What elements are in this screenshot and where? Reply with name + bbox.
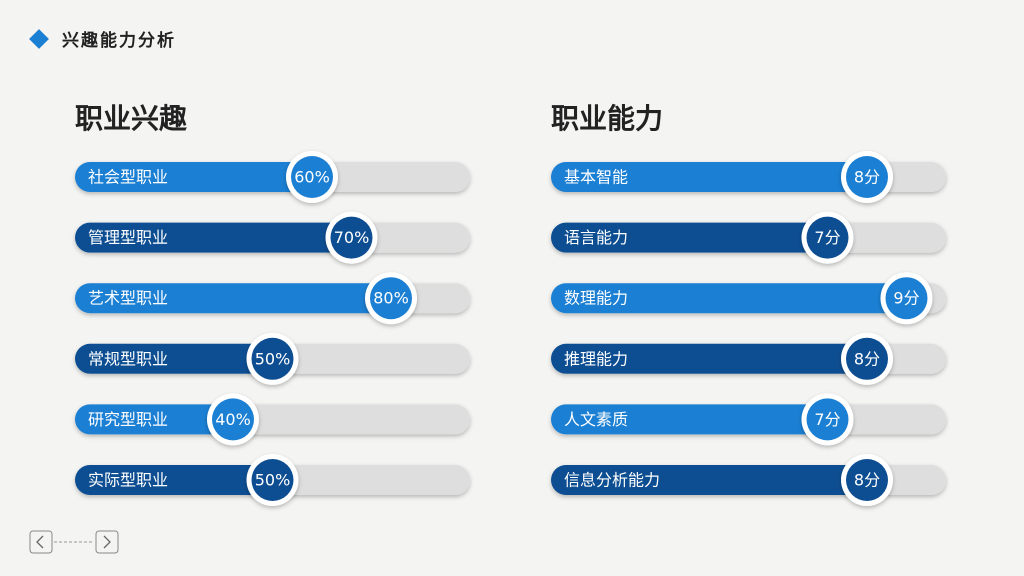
nav: [29, 530, 119, 554]
value-label: 8分: [854, 349, 880, 368]
bar-row: 基本智能 8分: [551, 151, 946, 203]
category-label: 数理能力: [564, 289, 628, 308]
bar: [75, 162, 312, 192]
category-label: 研究型职业: [88, 410, 168, 429]
bar-row: 推理能力 8分: [551, 332, 946, 385]
value-bubble: [885, 277, 928, 320]
category-label: 常规型职业: [88, 349, 168, 368]
value-label: 60%: [294, 168, 330, 187]
value-bubble: [291, 156, 333, 198]
bar-row: 管理型职业 70%: [75, 211, 470, 264]
value-label: 70%: [334, 228, 370, 247]
prev-button[interactable]: [29, 530, 53, 554]
bar-row: 实际型职业 50%: [75, 454, 470, 506]
value-label: 7分: [814, 410, 840, 429]
next-arrow: [103, 535, 111, 549]
value-bubble: [330, 216, 373, 259]
value-label: 7分: [814, 228, 840, 247]
value-bubble: [846, 337, 888, 380]
bar: [551, 283, 907, 314]
category-label: 推理能力: [564, 349, 628, 368]
next-button[interactable]: [95, 530, 119, 554]
value-bubble: [806, 398, 849, 441]
category-label: 艺术型职业: [88, 289, 168, 308]
value-bubble: [212, 398, 254, 441]
bar: [551, 222, 828, 253]
value-bubble: [846, 459, 888, 501]
value-label: 50%: [255, 471, 291, 490]
page-title: 兴趣能力分析: [62, 30, 176, 51]
chart-title: 职业能力: [551, 102, 663, 135]
prev-arrow: [36, 535, 44, 549]
category-label: 社会型职业: [88, 168, 168, 187]
bar-row: 人文素质 7分: [551, 393, 946, 446]
bar-row: 艺术型职业 80%: [75, 272, 470, 325]
value-bubble: [806, 216, 849, 259]
category-label: 人文素质: [564, 410, 628, 429]
category-label: 基本智能: [564, 168, 628, 187]
bar: [75, 465, 273, 495]
bar: [75, 283, 391, 314]
value-label: 40%: [215, 410, 251, 429]
chart-title: 职业兴趣: [75, 102, 187, 135]
bar: [551, 343, 867, 374]
bar: [75, 404, 233, 435]
bar-row: 数理能力 9分: [551, 272, 946, 325]
bar-row: 常规型职业 50%: [75, 332, 470, 385]
bar: [551, 465, 867, 495]
value-bubble: [251, 459, 294, 501]
bar-row: 语言能力 7分: [551, 211, 946, 264]
bar: [551, 162, 867, 192]
value-bubble: [846, 156, 888, 198]
value-label: 9分: [893, 289, 919, 308]
value-bubble: [370, 277, 412, 320]
category-label: 语言能力: [564, 228, 628, 247]
category-label: 实际型职业: [88, 471, 168, 490]
category-label: 信息分析能力: [564, 471, 660, 490]
value-bubble: [251, 337, 294, 380]
bar: [75, 343, 273, 374]
value-label: 8分: [854, 168, 880, 187]
value-label: 80%: [373, 289, 409, 308]
bar: [551, 404, 828, 435]
bar-row: 社会型职业 60%: [75, 151, 470, 203]
bar-row: 研究型职业 40%: [75, 393, 470, 446]
category-label: 管理型职业: [88, 228, 168, 247]
value-label: 8分: [854, 471, 880, 490]
value-label: 50%: [255, 349, 291, 368]
bar-row: 信息分析能力 8分: [551, 454, 946, 506]
bar: [75, 222, 352, 253]
